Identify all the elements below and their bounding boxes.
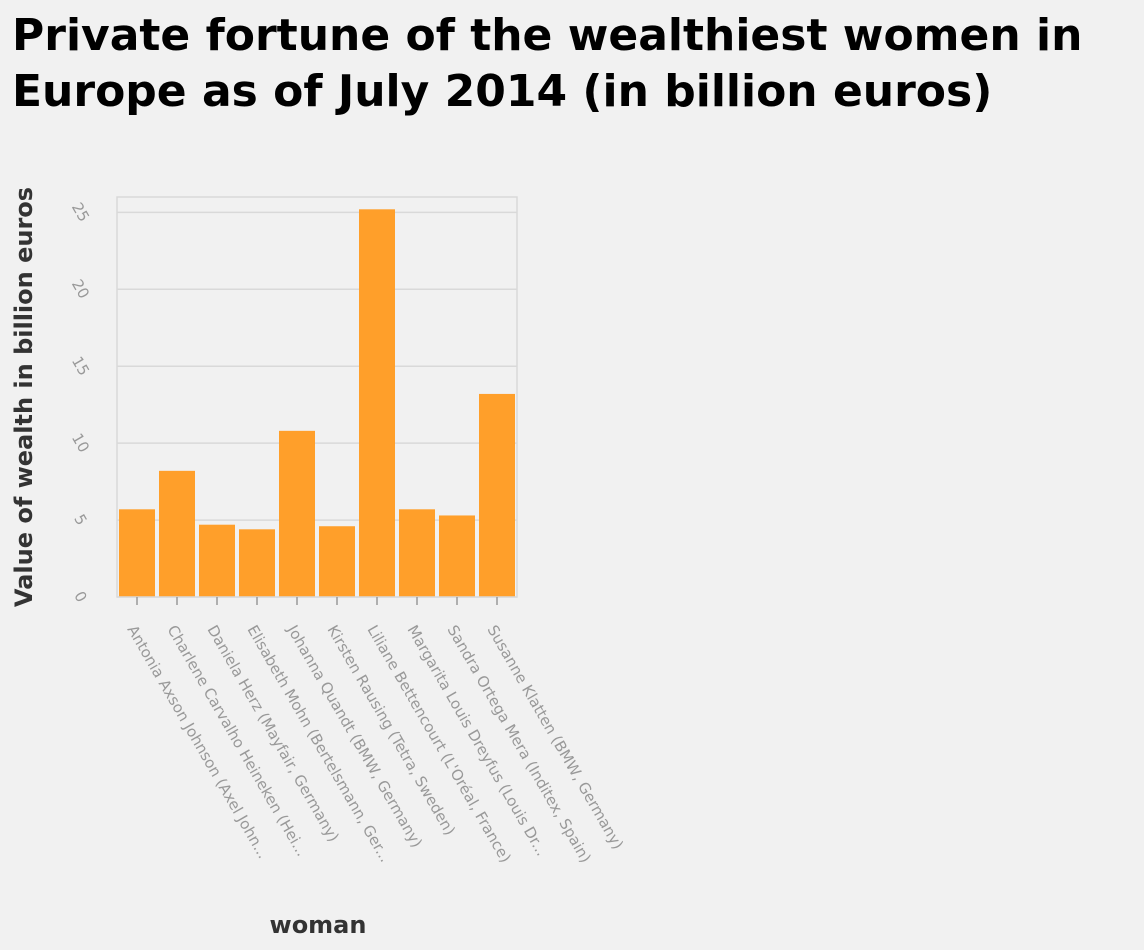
chart-title: Private fortune of the wealthiest women … [12,10,1083,117]
bar [279,430,315,597]
bar [159,470,195,597]
y-axis-title: Value of wealth in billion euros [10,187,38,607]
bar [439,515,475,597]
bar [359,209,395,598]
bar [239,529,275,597]
x-tick-labels: Antonia Axson Johnson (Axel John...Charl… [124,621,627,866]
y-tick-label: 15 [68,353,93,379]
bar [119,509,155,597]
bar [479,393,515,597]
y-tick-label: 25 [68,199,93,225]
y-tick-labels: 0 5 10 15 20 25 [68,199,93,605]
axes [116,196,518,605]
y-tick-label: 5 [70,511,90,528]
y-tick-label: 0 [70,588,90,605]
bar [319,526,355,597]
x-axis-title: woman [270,911,367,939]
y-tick-label: 10 [68,430,93,456]
bar [199,524,235,597]
bars [119,209,515,598]
bar [399,509,435,597]
plot-frame [116,196,518,598]
y-tick-label: 20 [68,276,93,302]
